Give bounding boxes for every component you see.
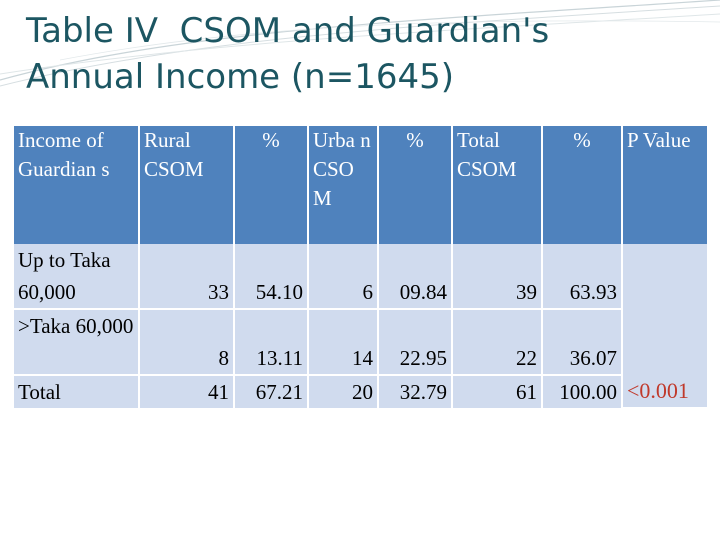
header-total: Total CSOM bbox=[452, 126, 543, 244]
cell-p-value: <0.001 bbox=[622, 244, 709, 409]
cell-rural-percent: 67.21 bbox=[234, 375, 309, 408]
cell-total: 39 bbox=[452, 244, 543, 310]
table-row: Up to Taka 60,000 33 54.10 6 09.84 39 63… bbox=[14, 244, 709, 409]
cell-urban: 6 bbox=[308, 244, 379, 310]
title-swoosh-decoration bbox=[0, 0, 720, 87]
cell-rural: 33 bbox=[139, 244, 235, 310]
row-label: Total bbox=[14, 375, 140, 408]
income-table: Income of Guardian s Rural CSOM % Urba n… bbox=[14, 126, 709, 409]
table-row: >Taka 60,000 8 13.11 14 22.95 22 36.07 bbox=[14, 309, 708, 376]
p-value-text: <0.001 bbox=[627, 378, 689, 403]
cell-rural: 41 bbox=[139, 375, 235, 408]
cell-urban-percent: 09.84 bbox=[378, 244, 453, 310]
cell-urban: 14 bbox=[308, 309, 379, 376]
slide-title: Table IV CSOM and Guardian's Annual Inco… bbox=[26, 8, 549, 100]
cell-total-percent: 36.07 bbox=[542, 309, 623, 376]
cell-rural: 8 bbox=[139, 309, 235, 376]
cell-urban-percent: 22.95 bbox=[378, 309, 453, 376]
header-total-percent: % bbox=[542, 126, 623, 244]
header-rural-percent: % bbox=[234, 126, 309, 244]
cell-total-percent: 100.00 bbox=[542, 375, 623, 408]
cell-total: 61 bbox=[452, 375, 543, 408]
table-header-row: Income of Guardian s Rural CSOM % Urba n… bbox=[14, 126, 709, 244]
header-rural: Rural CSOM bbox=[139, 126, 235, 244]
cell-rural-percent: 13.11 bbox=[234, 309, 309, 376]
cell-urban: 20 bbox=[308, 375, 379, 408]
row-label: Up to Taka 60,000 bbox=[14, 244, 140, 310]
header-urban-percent: % bbox=[378, 126, 453, 244]
title-line-2: Annual Income (n=1645) bbox=[26, 57, 455, 97]
header-income: Income of Guardian s bbox=[14, 126, 140, 244]
title-line-1: Table IV CSOM and Guardian's bbox=[26, 11, 550, 51]
header-urban: Urba n CSO M bbox=[308, 126, 379, 244]
header-p-value: P Value bbox=[622, 126, 709, 244]
cell-total: 22 bbox=[452, 309, 543, 376]
table-row-total: Total 41 67.21 20 32.79 61 100.00 bbox=[14, 375, 708, 408]
row-label: >Taka 60,000 bbox=[14, 309, 140, 376]
cell-total-percent: 63.93 bbox=[542, 244, 623, 310]
cell-urban-percent: 32.79 bbox=[378, 375, 453, 408]
cell-rural-percent: 54.10 bbox=[234, 244, 309, 310]
